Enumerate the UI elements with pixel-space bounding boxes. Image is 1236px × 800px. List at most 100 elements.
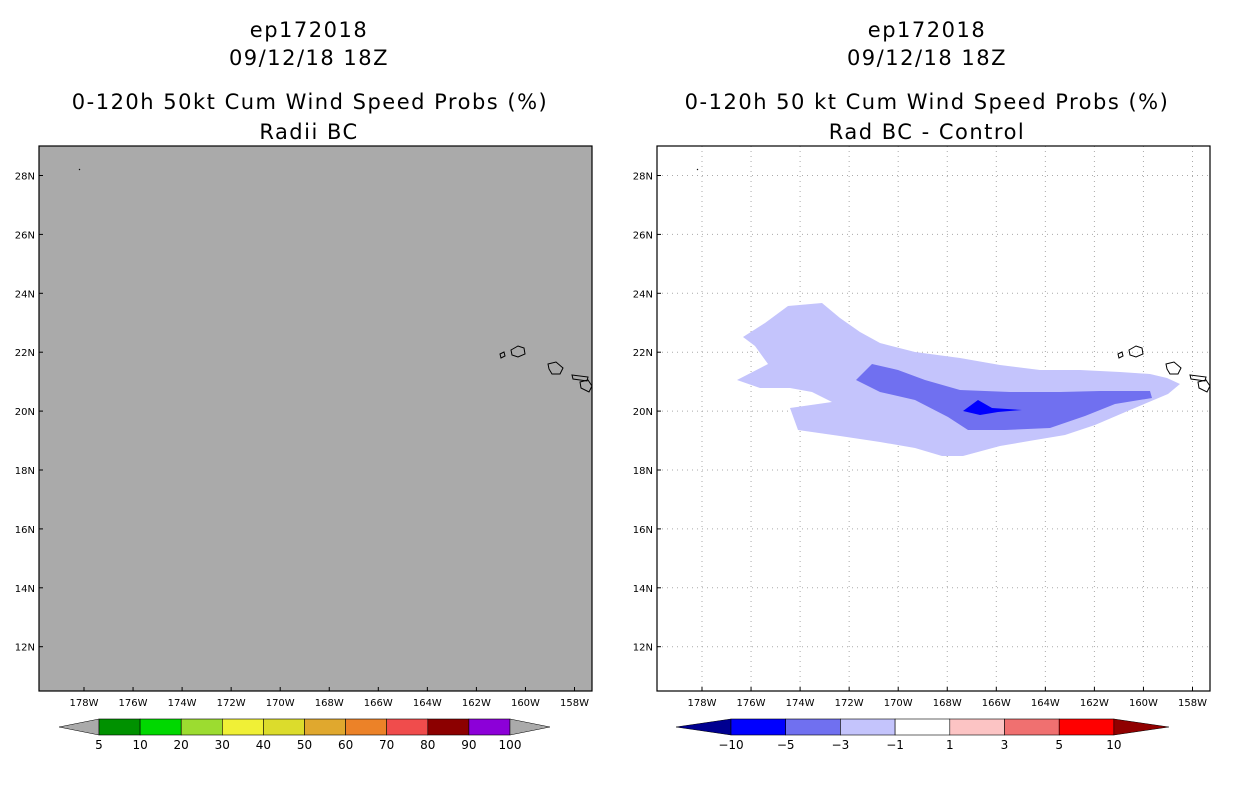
right-colorbar-label: 1 [946,738,954,752]
left-island-maui [579,379,593,393]
contour-medium-blue [856,364,1152,430]
left-colorbar-over-arrow [509,718,551,736]
left-map-panel: 178W 176W 174W 172W 170W 168W 166W 164W 162W 160W… [15,145,593,752]
left-x-tick-label: 168W [315,698,344,709]
right-colorbar-label: −5 [777,738,795,752]
right-y-tick-label: 14N [633,584,653,595]
right-coastlines [696,168,1211,393]
right-map-panel: 178W 176W 174W 172W 170W 168W 166W 164W 162W 160W… [633,145,1211,752]
right-colorbar-label: −10 [718,738,743,752]
right-colorbar-segment [840,718,896,736]
left-x-tick-label: 170W [266,698,295,709]
right-colorbar-label: −3 [832,738,850,752]
right-y-tick-label: 22N [633,348,653,359]
left-y-tick-label: 12N [15,643,35,654]
left-colorbar-label: 20 [174,738,189,752]
right-colorbar-segment [949,718,1005,736]
left-y-tick-label: 28N [15,172,35,183]
right-colorbar-over-arrow [1113,718,1169,736]
left-colorbar-segment [345,718,388,736]
left-colorbar-label: 60 [338,738,353,752]
right-x-tick-label: 174W [786,698,815,709]
right-island-oahu [1165,361,1182,375]
left-colorbar-segment [263,718,305,736]
left-colorbar-segment [304,718,346,736]
right-x-tick-label: 172W [835,698,864,709]
left-x-tick-label: 160W [511,698,540,709]
left-storm-id: ep172018 [249,18,369,42]
left-colorbar-label: 10 [132,738,147,752]
right-y-tick-label: 20N [633,407,653,418]
left-colorbar-under-arrow [58,718,100,736]
left-colorbar-label: 5 [95,738,103,752]
left-map-background [39,146,592,691]
right-x-tick-label: 162W [1080,698,1109,709]
left-colorbar-label: 70 [379,738,394,752]
right-chart-title: 0-120h 50 kt Cum Wind Speed Probs (%) [684,90,1170,114]
left-chart-title: 0-120h 50kt Cum Wind Speed Probs (%) [71,90,549,114]
right-y-tick-label: 12N [633,643,653,654]
right-island-niihau [1117,351,1124,359]
left-y-tick-label: 18N [15,466,35,477]
left-y-tick-label: 22N [15,348,35,359]
right-x-tick-label: 160W [1129,698,1158,709]
left-colorbar-segment [98,718,141,736]
left-y-tick-label: 24N [15,289,35,300]
left-chart-subtitle: Radii BC [259,120,359,144]
right-y-tick-label: 28N [633,172,653,183]
left-island-molokai [571,374,589,382]
right-colorbar-label: 5 [1055,738,1063,752]
left-islet [78,168,81,171]
right-colorbar-label: 10 [1106,738,1121,752]
left-x-tick-label: 174W [168,698,197,709]
right-islet [696,168,699,171]
right-datetime: 09/12/18 18Z [846,46,1008,70]
right-storm-id: ep172018 [867,18,987,42]
left-island-niihau [499,351,506,359]
left-colorbar-segment [468,718,511,736]
right-x-tick-label: 164W [1031,698,1060,709]
right-y-tick-label: 24N [633,289,653,300]
left-x-tick-label: 164W [413,698,442,709]
left-colorbar-segment [139,718,182,736]
right-colorbar-label: −1 [886,738,904,752]
left-x-tick-label: 176W [119,698,148,709]
contour-blue [963,400,1022,415]
left-coastlines [78,168,593,393]
left-colorbar-label: 50 [297,738,312,752]
left-colorbar-segment [180,718,223,736]
left-x-tick-label: 166W [364,698,393,709]
right-island-kauai [1128,345,1144,358]
right-x-tick-label: 170W [884,698,913,709]
left-colorbar-segment [427,718,470,736]
right-x-tick-label: 158W [1178,698,1207,709]
left-x-tick-label: 162W [462,698,491,709]
right-chart-subtitle: Rad BC - Control [828,120,1026,144]
left-y-tick-label: 14N [15,584,35,595]
left-colorbar-segment [386,718,429,736]
left-island-kauai [510,345,526,358]
right-colorbar-segment [894,718,951,736]
left-map-frame [38,145,593,692]
left-colorbar-label: 30 [215,738,230,752]
right-x-tick-label: 178W [688,698,717,709]
left-y-tick-label: 26N [15,230,35,241]
right-y-tick-label: 16N [633,525,653,536]
right-x-tick-label: 176W [737,698,766,709]
left-x-tick-label: 172W [217,698,246,709]
left-colorbar-label: 80 [420,738,435,752]
right-x-tick-label: 168W [933,698,962,709]
left-colorbar-segment [222,718,264,736]
right-colorbar-label: 3 [1001,738,1009,752]
right-y-tick-label: 18N [633,466,653,477]
right-map-frame [656,145,1211,692]
right-colorbar-under-arrow [675,718,732,736]
right-x-tick-label: 166W [982,698,1011,709]
right-island-molokai [1189,374,1207,382]
right-colorbar-segment [730,718,787,736]
left-x-tick-label: 158W [560,698,589,709]
left-colorbar-label: 40 [256,738,271,752]
right-colorbar-segment [785,718,841,736]
left-colorbar-label: 90 [461,738,476,752]
